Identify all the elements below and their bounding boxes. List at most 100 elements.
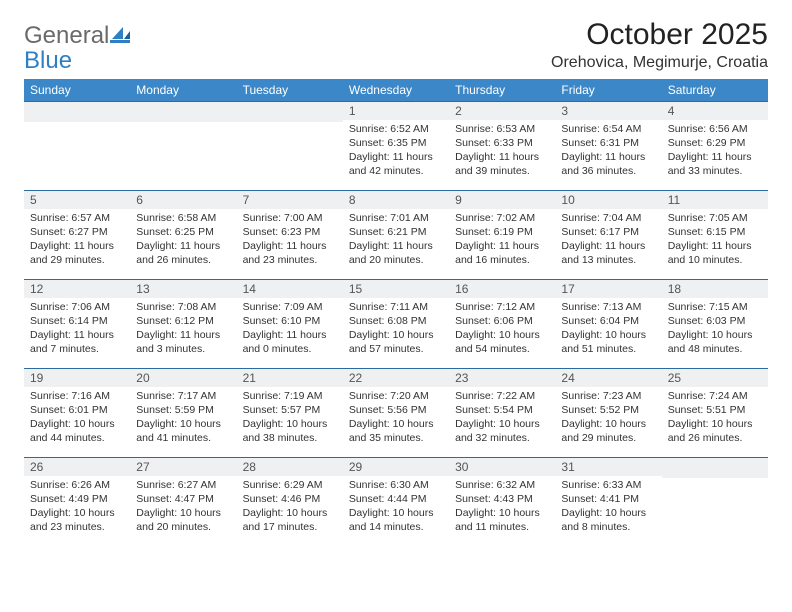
day-number: [662, 458, 768, 478]
day-header: Tuesday: [237, 79, 343, 102]
day-line: and 33 minutes.: [668, 164, 762, 178]
day-body: Sunrise: 7:20 AMSunset: 5:56 PMDaylight:…: [343, 387, 449, 450]
day-line: Sunset: 6:35 PM: [349, 136, 443, 150]
day-line: Sunrise: 7:05 AM: [668, 211, 762, 225]
calendar-cell: 16Sunrise: 7:12 AMSunset: 6:06 PMDayligh…: [449, 279, 555, 368]
day-body: Sunrise: 7:23 AMSunset: 5:52 PMDaylight:…: [555, 387, 661, 450]
day-line: and 20 minutes.: [136, 520, 230, 534]
day-body: Sunrise: 7:15 AMSunset: 6:03 PMDaylight:…: [662, 298, 768, 361]
day-line: Sunrise: 6:33 AM: [561, 478, 655, 492]
day-line: Daylight: 10 hours: [561, 328, 655, 342]
day-line: Sunrise: 7:15 AM: [668, 300, 762, 314]
day-line: Sunset: 6:12 PM: [136, 314, 230, 328]
calendar-cell: 20Sunrise: 7:17 AMSunset: 5:59 PMDayligh…: [130, 368, 236, 457]
calendar-week-row: 5Sunrise: 6:57 AMSunset: 6:27 PMDaylight…: [24, 190, 768, 279]
day-line: Daylight: 10 hours: [455, 328, 549, 342]
calendar-cell: [24, 101, 130, 190]
calendar-cell: 24Sunrise: 7:23 AMSunset: 5:52 PMDayligh…: [555, 368, 661, 457]
day-line: Daylight: 10 hours: [455, 417, 549, 431]
day-line: and 10 minutes.: [668, 253, 762, 267]
day-body: Sunrise: 7:01 AMSunset: 6:21 PMDaylight:…: [343, 209, 449, 272]
day-line: and 39 minutes.: [455, 164, 549, 178]
calendar-cell: 23Sunrise: 7:22 AMSunset: 5:54 PMDayligh…: [449, 368, 555, 457]
day-line: Sunset: 6:21 PM: [349, 225, 443, 239]
calendar-cell: 10Sunrise: 7:04 AMSunset: 6:17 PMDayligh…: [555, 190, 661, 279]
day-body: [237, 122, 343, 128]
calendar-week-row: 1Sunrise: 6:52 AMSunset: 6:35 PMDaylight…: [24, 101, 768, 190]
day-line: Sunrise: 7:22 AM: [455, 389, 549, 403]
day-number: 15: [343, 280, 449, 298]
logo-text-general: General: [24, 22, 109, 49]
logo: General Blue: [24, 24, 131, 73]
day-line: Daylight: 10 hours: [349, 417, 443, 431]
day-line: Sunset: 5:54 PM: [455, 403, 549, 417]
day-body: Sunrise: 7:16 AMSunset: 6:01 PMDaylight:…: [24, 387, 130, 450]
calendar-cell: 13Sunrise: 7:08 AMSunset: 6:12 PMDayligh…: [130, 279, 236, 368]
calendar-cell: 26Sunrise: 6:26 AMSunset: 4:49 PMDayligh…: [24, 457, 130, 546]
calendar-cell: 18Sunrise: 7:15 AMSunset: 6:03 PMDayligh…: [662, 279, 768, 368]
day-line: Sunset: 6:10 PM: [243, 314, 337, 328]
calendar-cell: 11Sunrise: 7:05 AMSunset: 6:15 PMDayligh…: [662, 190, 768, 279]
day-number: 17: [555, 280, 661, 298]
day-line: Sunrise: 6:32 AM: [455, 478, 549, 492]
day-line: and 54 minutes.: [455, 342, 549, 356]
day-number: 30: [449, 458, 555, 476]
day-line: Sunset: 6:23 PM: [243, 225, 337, 239]
calendar-cell: 21Sunrise: 7:19 AMSunset: 5:57 PMDayligh…: [237, 368, 343, 457]
day-line: and 8 minutes.: [561, 520, 655, 534]
day-line: and 20 minutes.: [349, 253, 443, 267]
day-number: 12: [24, 280, 130, 298]
day-number: 25: [662, 369, 768, 387]
day-number: 21: [237, 369, 343, 387]
day-number: 8: [343, 191, 449, 209]
day-line: and 38 minutes.: [243, 431, 337, 445]
day-line: and 44 minutes.: [30, 431, 124, 445]
day-body: Sunrise: 6:57 AMSunset: 6:27 PMDaylight:…: [24, 209, 130, 272]
day-number: 29: [343, 458, 449, 476]
day-line: and 17 minutes.: [243, 520, 337, 534]
day-number: 16: [449, 280, 555, 298]
day-line: and 16 minutes.: [455, 253, 549, 267]
day-number: 10: [555, 191, 661, 209]
day-line: Sunset: 6:04 PM: [561, 314, 655, 328]
day-body: Sunrise: 6:58 AMSunset: 6:25 PMDaylight:…: [130, 209, 236, 272]
calendar-cell: 22Sunrise: 7:20 AMSunset: 5:56 PMDayligh…: [343, 368, 449, 457]
day-line: Daylight: 11 hours: [668, 239, 762, 253]
day-line: Daylight: 11 hours: [136, 239, 230, 253]
day-line: Sunset: 6:27 PM: [30, 225, 124, 239]
day-number: 19: [24, 369, 130, 387]
page-subtitle: Orehovica, Megimurje, Croatia: [551, 54, 768, 72]
day-number: 6: [130, 191, 236, 209]
day-line: Sunrise: 6:53 AM: [455, 122, 549, 136]
day-number: [237, 102, 343, 122]
day-line: Sunset: 4:46 PM: [243, 492, 337, 506]
day-body: [24, 122, 130, 128]
day-line: Sunrise: 6:30 AM: [349, 478, 443, 492]
day-line: Sunset: 4:43 PM: [455, 492, 549, 506]
day-line: Daylight: 10 hours: [136, 506, 230, 520]
day-line: Sunrise: 6:52 AM: [349, 122, 443, 136]
day-line: Sunset: 6:15 PM: [668, 225, 762, 239]
day-line: Sunrise: 7:12 AM: [455, 300, 549, 314]
day-line: Sunset: 6:25 PM: [136, 225, 230, 239]
day-body: Sunrise: 7:17 AMSunset: 5:59 PMDaylight:…: [130, 387, 236, 450]
day-line: Sunrise: 7:08 AM: [136, 300, 230, 314]
day-line: and 11 minutes.: [455, 520, 549, 534]
calendar-cell: 9Sunrise: 7:02 AMSunset: 6:19 PMDaylight…: [449, 190, 555, 279]
day-header: Friday: [555, 79, 661, 102]
day-line: Daylight: 11 hours: [136, 328, 230, 342]
calendar-cell: 3Sunrise: 6:54 AMSunset: 6:31 PMDaylight…: [555, 101, 661, 190]
day-number: [130, 102, 236, 122]
day-line: Daylight: 11 hours: [349, 150, 443, 164]
calendar-cell: 29Sunrise: 6:30 AMSunset: 4:44 PMDayligh…: [343, 457, 449, 546]
day-line: Sunset: 6:19 PM: [455, 225, 549, 239]
day-line: and 13 minutes.: [561, 253, 655, 267]
day-line: Daylight: 11 hours: [243, 239, 337, 253]
day-body: Sunrise: 7:02 AMSunset: 6:19 PMDaylight:…: [449, 209, 555, 272]
day-number: 14: [237, 280, 343, 298]
day-body: Sunrise: 6:53 AMSunset: 6:33 PMDaylight:…: [449, 120, 555, 183]
day-line: Sunset: 6:17 PM: [561, 225, 655, 239]
day-line: Daylight: 11 hours: [561, 239, 655, 253]
day-line: Daylight: 10 hours: [30, 417, 124, 431]
day-line: Sunset: 4:44 PM: [349, 492, 443, 506]
